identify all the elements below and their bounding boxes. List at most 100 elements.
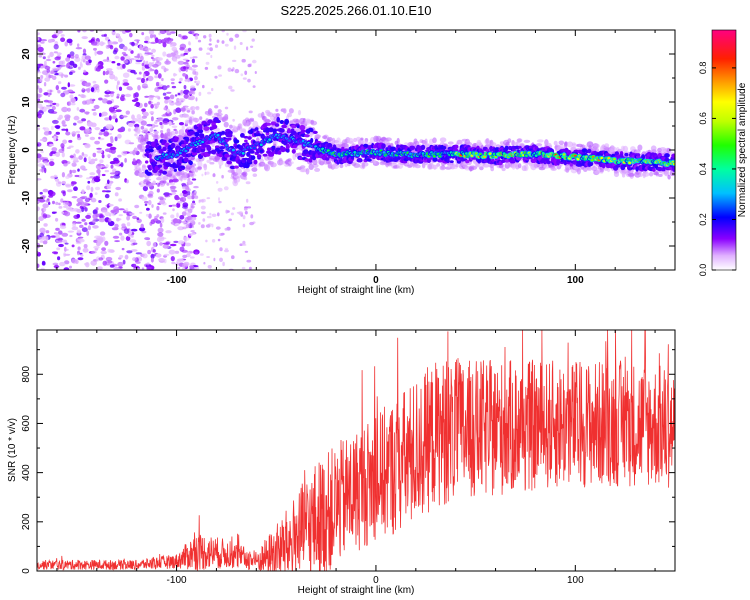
spectrogram-band xyxy=(465,159,470,164)
spectrogram-speckle xyxy=(146,240,152,247)
spectrogram-speckle xyxy=(206,171,210,175)
spectrogram-speckle xyxy=(131,160,138,166)
spectrogram-band xyxy=(432,157,438,162)
spectrogram-speckle xyxy=(48,74,52,79)
spectrogram-speckle xyxy=(113,157,119,162)
spectrogram-band xyxy=(341,146,345,151)
spectrogram-speckle xyxy=(84,262,89,266)
spectrogram-speckle xyxy=(206,52,211,55)
spectrogram-halo xyxy=(154,172,161,176)
spectrogram-speckle xyxy=(190,230,195,233)
spectrogram-speckle xyxy=(92,80,97,84)
spectrogram-speckle xyxy=(250,45,254,48)
spectrogram-band xyxy=(228,133,233,138)
spectrogram-speckle xyxy=(94,50,97,56)
spectrogram-halo xyxy=(544,139,549,147)
spectrogram-speckle xyxy=(39,77,43,82)
spectrogram-halo xyxy=(187,172,194,177)
spectrogram-speckle xyxy=(101,247,106,252)
spectrogram-speckle xyxy=(186,110,191,113)
spectrogram-speckle xyxy=(79,61,83,67)
spectrogram-speckle xyxy=(198,222,201,225)
spectrogram-halo xyxy=(622,145,629,153)
spectrogram-band xyxy=(226,160,233,165)
spectrogram-speckle xyxy=(45,230,50,234)
spectrogram-speckle xyxy=(60,37,66,42)
spectrogram-band xyxy=(206,145,212,152)
spectrogram-speckle xyxy=(252,85,256,88)
spectrogram-ridge-core xyxy=(600,156,604,160)
spectrogram-halo xyxy=(133,147,138,153)
spectrogram-speckle xyxy=(213,257,216,262)
spectrogram-speckle xyxy=(77,236,84,239)
spectrogram-speckle xyxy=(141,83,148,89)
spectrogram-halo xyxy=(222,116,229,120)
spectrogram-speckle xyxy=(72,159,79,163)
spectrogram-halo xyxy=(230,168,235,174)
spectrogram-speckle xyxy=(89,172,96,176)
spectrogram-speckle xyxy=(69,155,74,159)
spectrogram-speckle xyxy=(117,36,122,39)
spectrogram-halo xyxy=(650,145,657,152)
spectrogram-speckle xyxy=(96,147,102,150)
spectrogram-speckle xyxy=(186,251,191,255)
spectrogram-speckle xyxy=(98,136,101,140)
spectrogram-speckle xyxy=(186,212,191,217)
spectrogram-speckle xyxy=(108,213,112,217)
spectrogram-speckle xyxy=(124,254,129,260)
spectrogram-speckle xyxy=(38,55,43,58)
spectrogram-speckle xyxy=(81,227,88,233)
spectrogram-speckle xyxy=(121,223,126,228)
spectrogram-speckle xyxy=(166,108,170,114)
spectrogram-halo xyxy=(628,173,635,177)
spectrogram-speckle xyxy=(38,87,43,94)
spectrogram-band xyxy=(266,122,272,126)
spectrogram-speckle xyxy=(195,106,200,111)
spectrogram-speckle xyxy=(63,252,66,257)
spectrogram-speckle xyxy=(248,110,253,114)
spectrogram-speckle xyxy=(178,81,182,84)
spectrogram-band xyxy=(250,155,256,161)
spectrogram-speckle xyxy=(61,120,66,125)
spectrogram-speckle xyxy=(153,218,159,222)
spectrogram-halo xyxy=(667,174,671,180)
spectrogram-halo xyxy=(411,163,418,168)
spectrogram-speckle xyxy=(234,33,240,38)
spectrogram-speckle xyxy=(166,91,172,94)
spectrogram-halo xyxy=(439,165,446,171)
spectrogram-halo xyxy=(247,118,255,123)
spectrogram-speckle xyxy=(38,216,44,222)
spectrogram-speckle xyxy=(252,173,258,177)
spectrogram-band xyxy=(145,160,149,164)
spectrogram-speckle xyxy=(106,89,110,92)
spectrogram-speckle xyxy=(148,100,152,105)
spectrogram-speckle xyxy=(55,125,60,130)
spectrogram-speckle xyxy=(177,266,181,270)
spectrogram-speckle xyxy=(84,55,91,60)
spectrogram-speckle xyxy=(198,91,202,96)
spectrogram-speckle xyxy=(100,250,107,255)
spectrogram-speckle xyxy=(43,131,51,136)
spectrogram-halo xyxy=(300,165,306,169)
spectrogram-speckle xyxy=(162,244,170,249)
spectrogram-speckle xyxy=(228,85,233,90)
spectrogram-speckle xyxy=(104,94,111,98)
spectrogram-speckle xyxy=(43,223,48,227)
spectrogram-speckle xyxy=(56,52,62,56)
spectrogram-halo xyxy=(283,108,287,114)
spectrogram-speckle xyxy=(90,197,97,203)
spectrogram-speckle xyxy=(191,225,194,228)
spectrogram-band xyxy=(159,169,163,174)
spectrogram-speckle xyxy=(230,212,234,216)
spectrogram-speckle xyxy=(58,81,62,85)
spectrogram-halo xyxy=(387,161,393,167)
spectrogram-speckle xyxy=(211,87,214,92)
spectrogram-speckle xyxy=(104,169,110,173)
spectrogram-halo xyxy=(171,157,174,164)
spectrogram-speckle xyxy=(115,186,122,191)
spectrogram-halo xyxy=(490,166,495,172)
spectrogram-speckle xyxy=(197,39,202,43)
spectrogram-speckle xyxy=(104,193,110,199)
spectrogram-speckle xyxy=(106,204,110,209)
spectrogram-speckle xyxy=(183,52,188,55)
